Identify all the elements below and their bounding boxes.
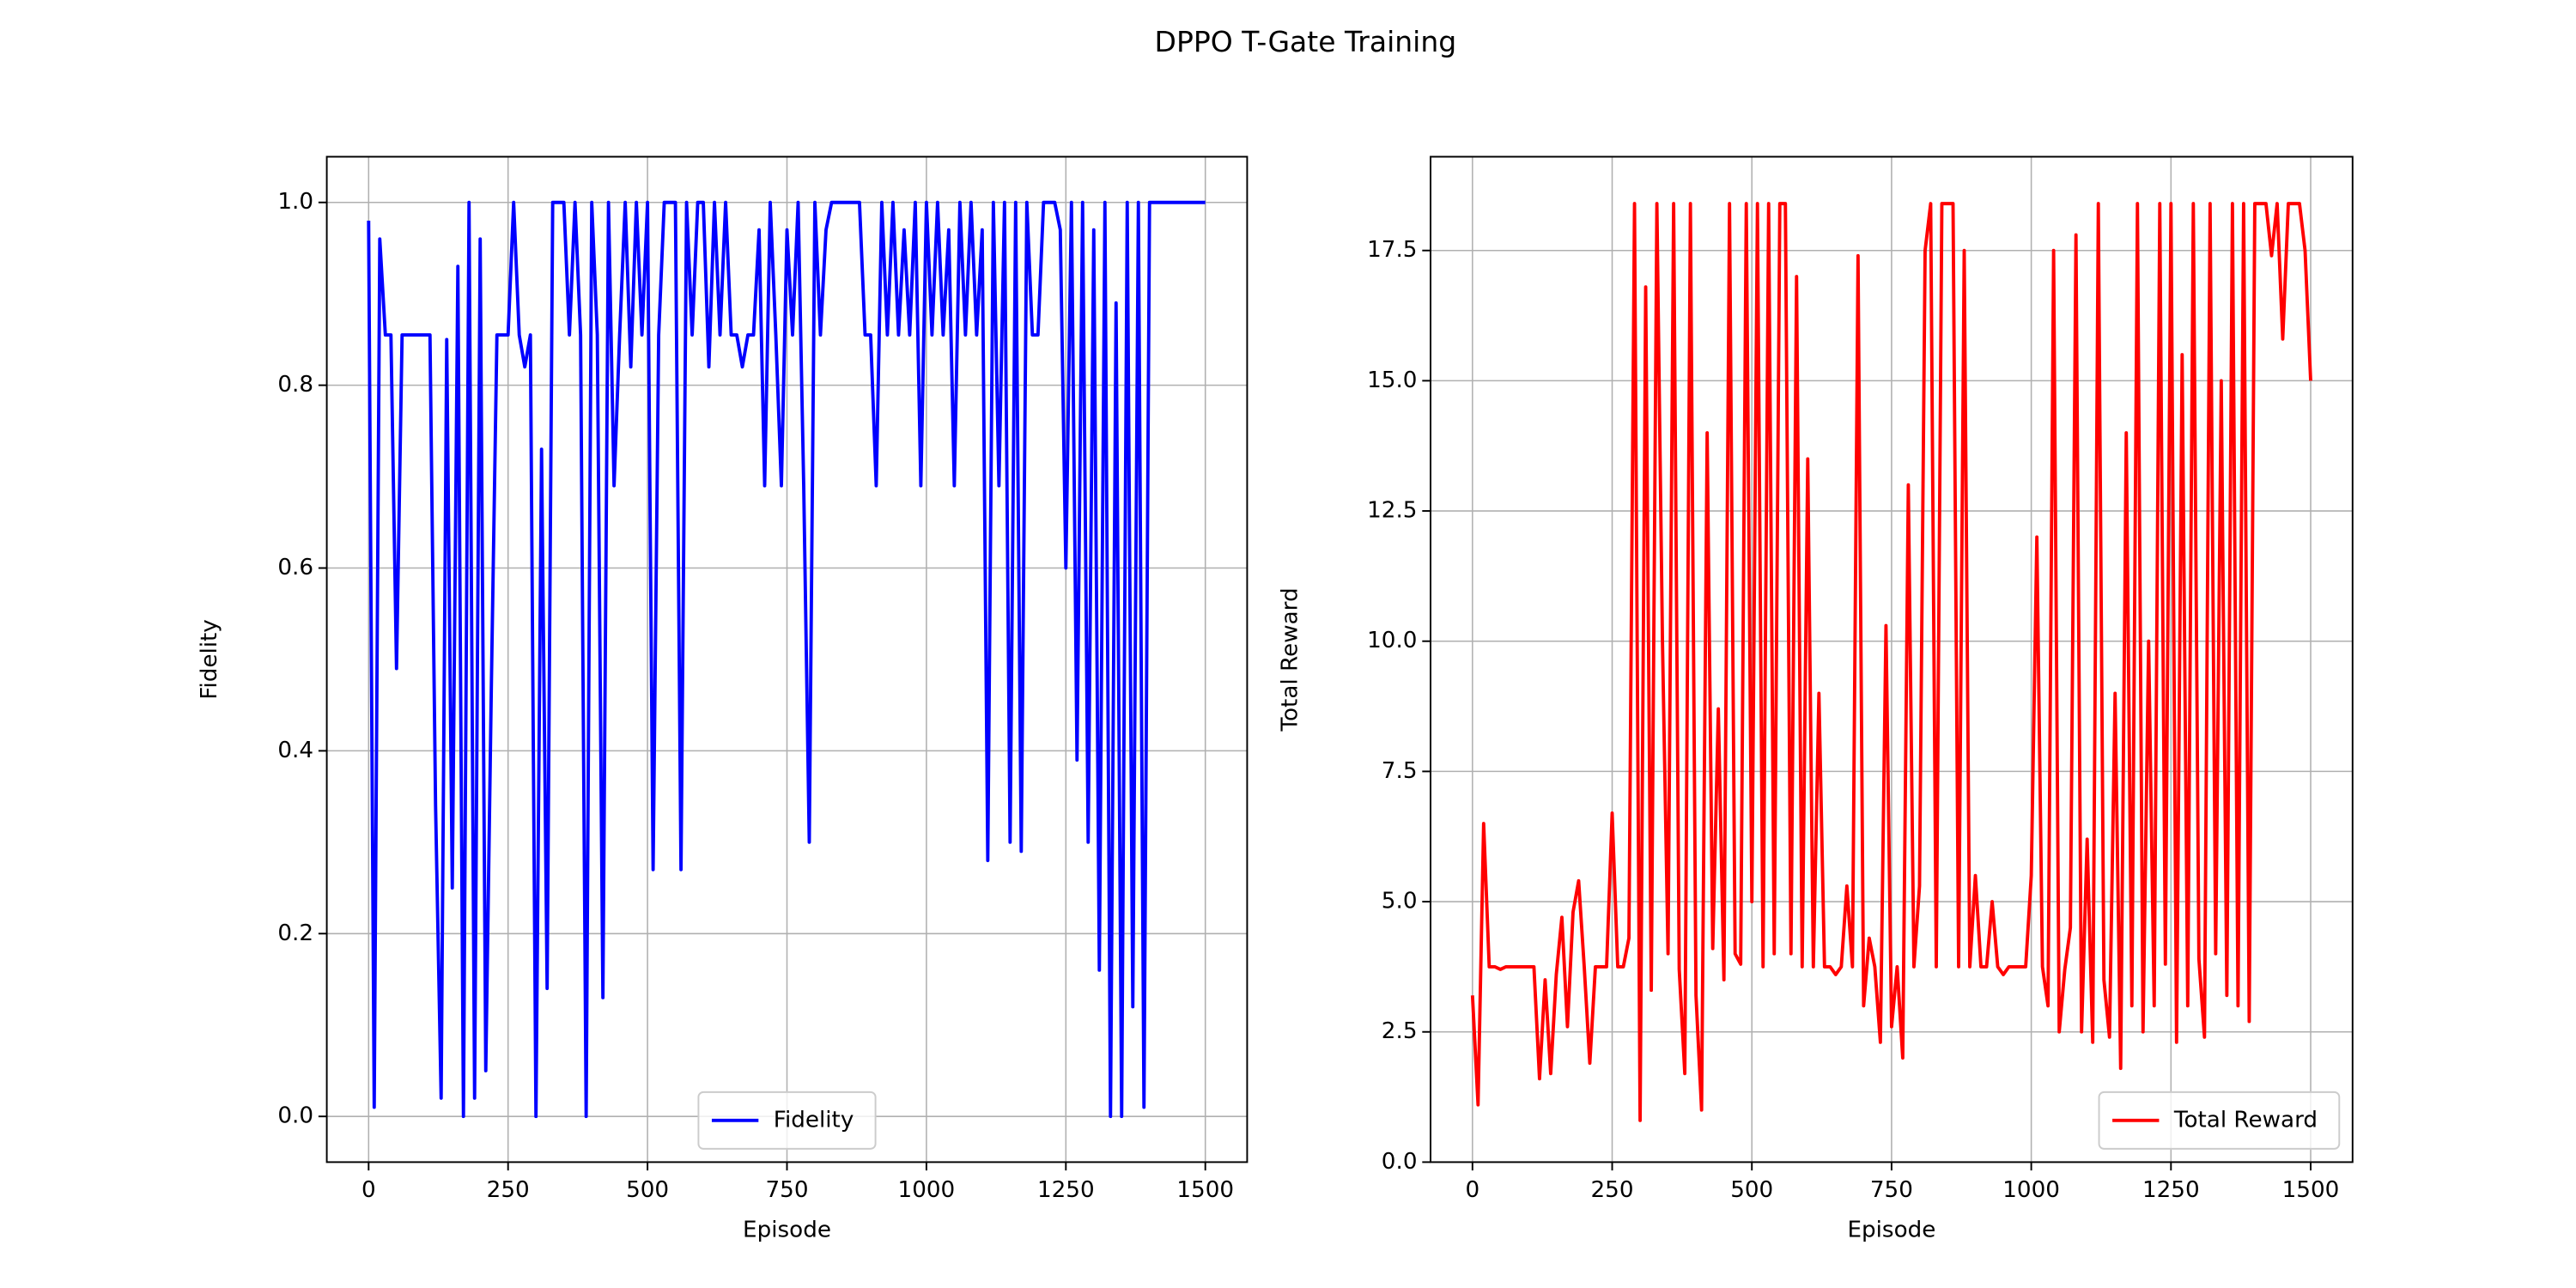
y-tick-label: 15.0 bbox=[1367, 368, 1417, 393]
x-axis-label: Episode bbox=[1847, 1218, 1935, 1243]
axes-frame bbox=[325, 155, 1249, 1163]
x-tick-label: 500 bbox=[1730, 1177, 1773, 1203]
y-tick-label: 2.5 bbox=[1382, 1018, 1418, 1044]
y-axis-label: Total Reward bbox=[1277, 587, 1303, 732]
legend: Total Reward bbox=[2098, 1091, 2341, 1150]
x-tick-label: 1000 bbox=[2002, 1177, 2060, 1203]
y-tick-label: 10.0 bbox=[1367, 628, 1417, 653]
figure-title: DPPO T-Gate Training bbox=[1155, 25, 1457, 58]
y-tick-label: 0.8 bbox=[277, 372, 313, 398]
y-tick-label: 0.0 bbox=[277, 1103, 313, 1129]
x-tick-label: 250 bbox=[487, 1177, 530, 1203]
x-tick-label: 1250 bbox=[1037, 1177, 1095, 1203]
y-tick-label: 0.4 bbox=[277, 738, 313, 763]
x-tick-label: 1250 bbox=[2142, 1177, 2200, 1203]
y-tick-label: 1.0 bbox=[277, 189, 313, 215]
x-tick-label: 1500 bbox=[1176, 1177, 1234, 1203]
legend-box bbox=[697, 1091, 877, 1150]
x-tick-label: 500 bbox=[626, 1177, 669, 1203]
legend-label: Total Reward bbox=[2173, 1107, 2318, 1133]
axes: 0 250 500 750 1000 1250 1500 0.0 0.2 0.4 0.6 0.8 1.0… bbox=[197, 155, 1249, 1243]
axes-frame bbox=[1430, 155, 2354, 1163]
x-tick-label: 1500 bbox=[2282, 1177, 2340, 1203]
y-tick-label: 17.5 bbox=[1367, 237, 1417, 263]
x-axis-label: Episode bbox=[743, 1218, 831, 1243]
data-line bbox=[1470, 202, 2312, 1122]
legend-label: Fidelity bbox=[774, 1107, 854, 1133]
data-line bbox=[367, 200, 1206, 1119]
y-tick-label: 12.5 bbox=[1367, 498, 1417, 524]
x-tick-label: 750 bbox=[1870, 1177, 1913, 1203]
axes: 0 250 500 750 1000 1250 1500 0.0 2.5 5.0 7.5 10.0 12… bbox=[1277, 155, 2354, 1243]
y-tick-label: 0.2 bbox=[277, 920, 313, 946]
legend-box bbox=[2098, 1091, 2341, 1150]
y-tick-label: 5.0 bbox=[1382, 889, 1418, 914]
y-tick-label: 0.0 bbox=[1382, 1149, 1418, 1175]
legend: Fidelity bbox=[697, 1091, 877, 1150]
y-tick-label: 7.5 bbox=[1382, 758, 1418, 784]
y-axis-label: Fidelity bbox=[197, 619, 222, 700]
x-tick-label: 250 bbox=[1591, 1177, 1634, 1203]
x-tick-label: 0 bbox=[361, 1177, 376, 1203]
x-tick-label: 750 bbox=[765, 1177, 808, 1203]
x-tick-label: 1000 bbox=[898, 1177, 956, 1203]
y-tick-label: 0.6 bbox=[277, 555, 313, 580]
x-tick-label: 0 bbox=[1465, 1177, 1479, 1203]
